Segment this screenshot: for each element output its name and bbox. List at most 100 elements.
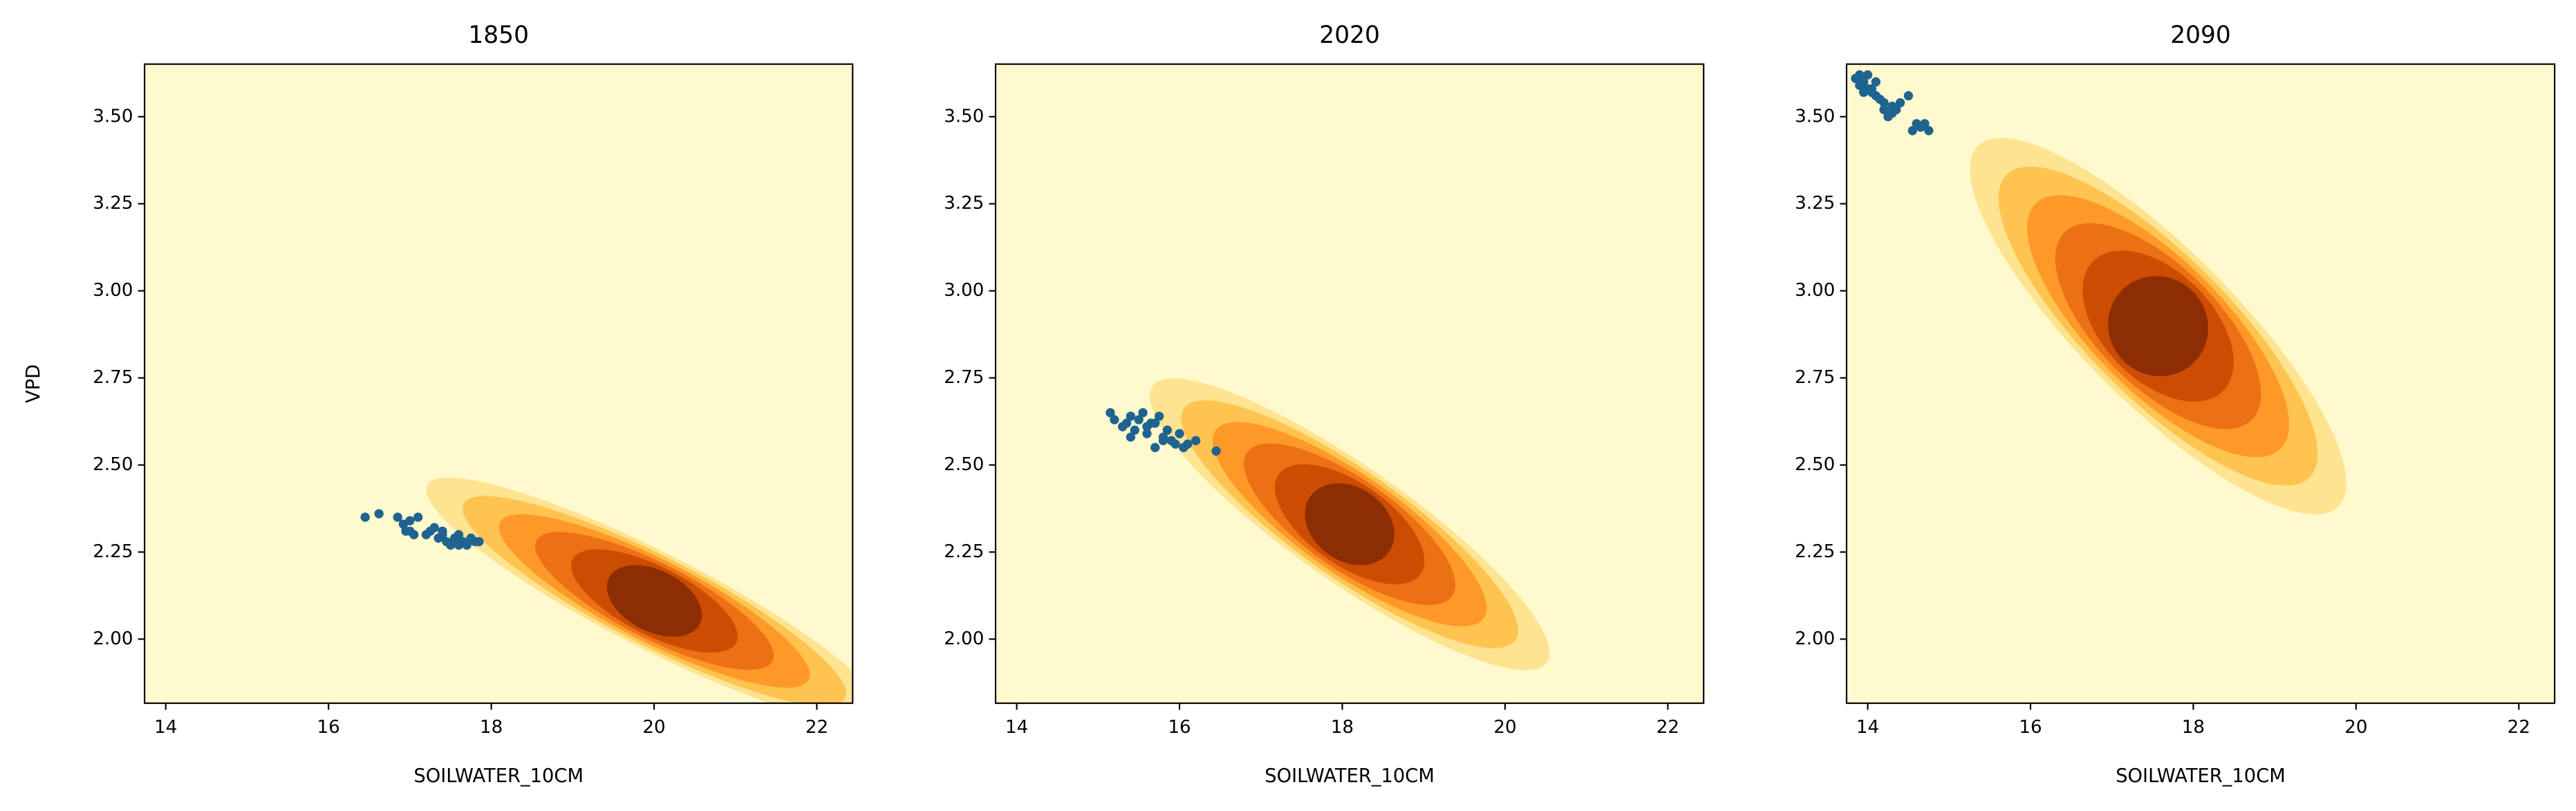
density-contour xyxy=(1305,483,1394,566)
axes-frame xyxy=(994,63,1705,705)
scatter-point xyxy=(1887,109,1897,118)
scatter-point xyxy=(374,509,384,519)
scatter-point xyxy=(413,512,423,522)
x-tick-label: 18 xyxy=(2182,717,2205,738)
scatter-point xyxy=(429,523,439,532)
scatter-point xyxy=(1134,415,1144,425)
scatter-point xyxy=(1126,411,1136,421)
density-contours xyxy=(1970,138,2346,514)
scatter-point xyxy=(409,530,419,539)
scatter-point xyxy=(454,540,464,550)
x-tick-label: 14 xyxy=(1005,717,1028,738)
y-tick-label: 3.00 xyxy=(944,280,984,301)
y-tick-label: 3.50 xyxy=(1795,106,1835,127)
scatter-point xyxy=(446,540,456,550)
y-tick-label: 2.25 xyxy=(944,541,984,562)
scatter-point xyxy=(1126,432,1136,442)
x-tick-label: 22 xyxy=(805,717,828,738)
y-tick-label: 2.25 xyxy=(1795,541,1835,562)
x-tick-label: 14 xyxy=(1856,717,1879,738)
y-tick-label: 2.50 xyxy=(93,454,133,475)
scatter-point xyxy=(1183,439,1193,449)
x-tick-label: 22 xyxy=(2508,717,2530,738)
scatter-point xyxy=(1211,446,1221,456)
x-tick-label: 16 xyxy=(2019,717,2042,738)
y-tick-label: 3.00 xyxy=(1795,280,1835,301)
subplot: 14 16 18 20 22 2.00 2.25 2.50 2.75 3.00 3.25 3.50 20… xyxy=(944,21,1705,787)
axes-frame xyxy=(1845,63,2556,705)
scatter-point xyxy=(1142,429,1152,438)
scatter-point xyxy=(405,516,415,525)
y-tick-label: 2.75 xyxy=(944,367,984,388)
y-tick-label: 3.50 xyxy=(944,106,984,127)
y-tick-label: 2.00 xyxy=(1795,628,1835,649)
scatter-point xyxy=(1170,439,1180,449)
y-tick-label: 2.00 xyxy=(944,628,984,649)
scatter-point xyxy=(1175,429,1184,438)
x-tick-label: 20 xyxy=(1493,717,1516,738)
scatter-point xyxy=(1863,70,1873,80)
y-tick-label: 2.75 xyxy=(1795,367,1835,388)
scatter-point xyxy=(1130,425,1139,435)
scatter-point xyxy=(1110,415,1119,425)
y-tick-label: 3.25 xyxy=(944,193,984,214)
scatter-point xyxy=(1903,91,1914,101)
x-tick-label: 18 xyxy=(480,717,503,738)
scatter-point xyxy=(1158,436,1168,445)
x-tick-label: 20 xyxy=(642,717,665,738)
scatter-point xyxy=(393,512,402,522)
density-contour xyxy=(2108,276,2208,377)
y-tick-label: 3.50 xyxy=(93,106,133,127)
subplot: 14 16 18 20 22 2.00 2.25 2.50 2.75 3.00 3.25 3.50 20… xyxy=(1795,21,2556,787)
scatter-point xyxy=(1105,408,1115,418)
y-tick-label: 2.00 xyxy=(93,628,133,649)
scatter-point xyxy=(1867,87,1877,97)
scatter-point xyxy=(1162,425,1173,435)
scatter-point xyxy=(1855,70,1865,80)
subplot-title: 2020 xyxy=(1319,21,1380,49)
scatter-point xyxy=(1138,408,1148,418)
y-tick-label: 2.50 xyxy=(1795,454,1835,475)
y-tick-label: 2.50 xyxy=(944,454,984,475)
scatter-point xyxy=(462,540,472,550)
scatter-point xyxy=(360,512,370,522)
plot-background xyxy=(996,64,1704,704)
scatter-point xyxy=(1142,422,1152,431)
y-tick-label: 3.25 xyxy=(93,193,133,214)
y-tick-label: 2.25 xyxy=(93,541,133,562)
subplot: 14 16 18 20 22 2.00 2.25 2.50 2.75 3.00 3.25 3.50 18… xyxy=(23,21,854,787)
scatter-point xyxy=(1907,126,1917,136)
scatter-point xyxy=(1121,418,1132,428)
scatter-point xyxy=(1859,77,1869,87)
y-tick-label: 2.75 xyxy=(93,367,133,388)
scatter-point xyxy=(1895,97,1905,108)
x-axis-label: SOILWATER_10CM xyxy=(413,765,584,787)
scatter-point xyxy=(1191,436,1201,445)
x-tick-label: 22 xyxy=(1656,717,1679,738)
subplot-title: 2090 xyxy=(2170,21,2231,49)
scatter-point xyxy=(1924,126,1934,136)
scatter-point xyxy=(1150,442,1160,452)
scatter-point xyxy=(454,530,464,539)
scatter-point xyxy=(474,537,484,546)
axes-frame xyxy=(144,63,854,705)
x-tick-label: 16 xyxy=(317,717,340,738)
scatter-point xyxy=(1150,418,1160,428)
scatter-point xyxy=(1154,411,1164,421)
x-tick-label: 14 xyxy=(154,717,177,738)
density-contour xyxy=(606,565,702,637)
scatter-point xyxy=(1871,77,1880,87)
scatter-point xyxy=(438,526,447,536)
x-axis-label: SOILWATER_10CM xyxy=(1264,765,1435,787)
density-contours xyxy=(1149,378,1550,671)
scatter-point xyxy=(1920,119,1930,129)
scatter-point xyxy=(1879,105,1889,115)
y-axis-label: VPD xyxy=(23,364,44,403)
x-tick-label: 16 xyxy=(1168,717,1191,738)
x-tick-label: 18 xyxy=(1331,717,1354,738)
y-tick-label: 3.25 xyxy=(1795,193,1835,214)
x-tick-label: 20 xyxy=(2344,717,2367,738)
subplot-title: 1850 xyxy=(468,21,529,49)
x-axis-label: SOILWATER_10CM xyxy=(2116,765,2286,787)
